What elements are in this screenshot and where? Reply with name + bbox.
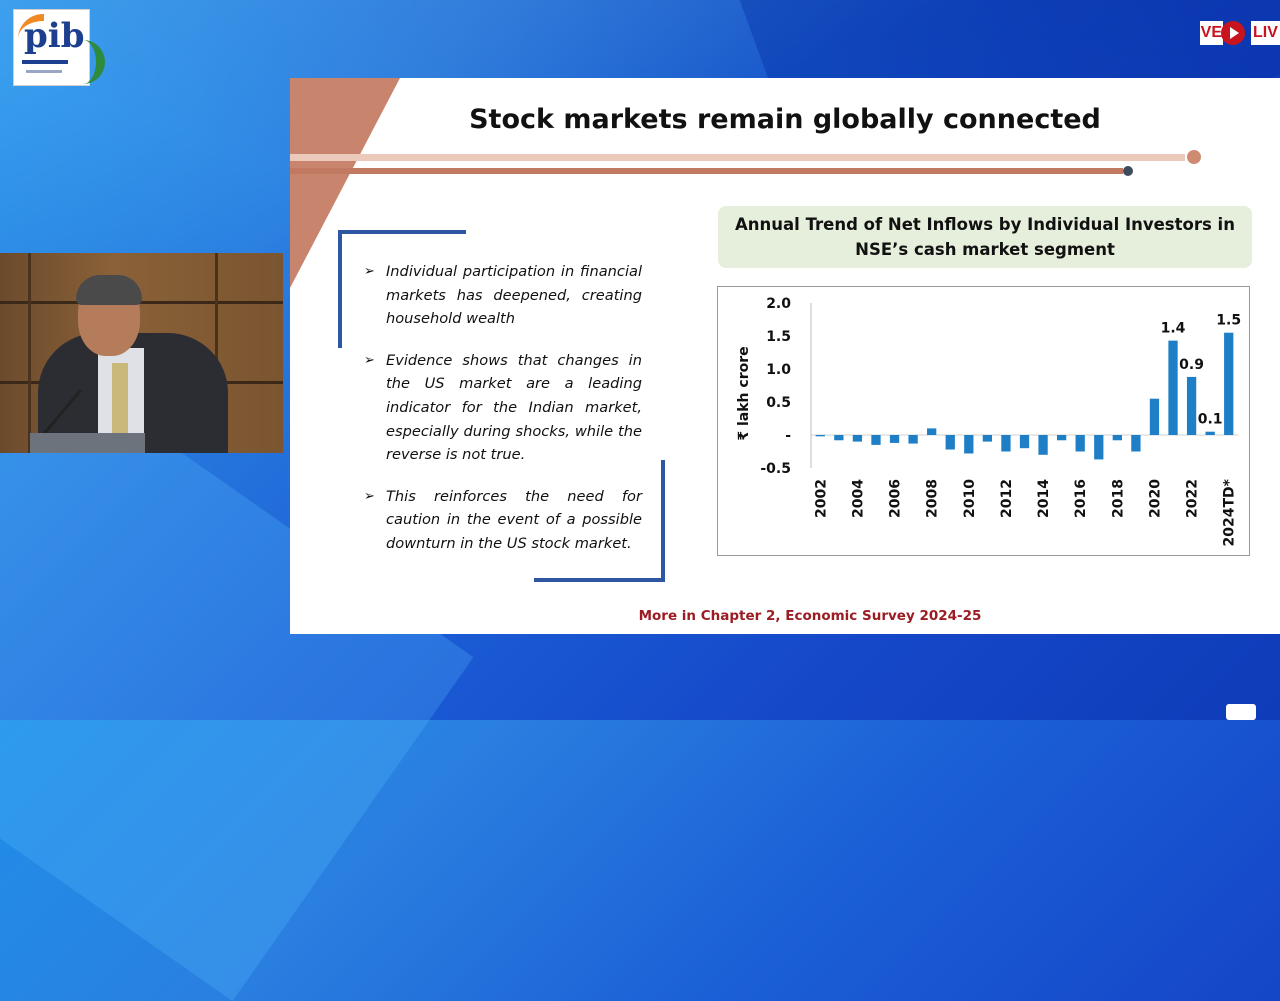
bracket-decoration	[338, 230, 466, 234]
logo-green-arc	[66, 40, 105, 84]
x-tick-label: 2006	[888, 479, 904, 518]
y-tick-label: -0.5	[760, 461, 791, 477]
x-tick-label: 2014	[1036, 479, 1052, 518]
x-tick-label: 2002	[813, 479, 829, 518]
bar	[927, 428, 937, 435]
presentation-slide: Stock markets remain globally connected …	[290, 78, 1280, 634]
slide-title: Stock markets remain globally connected	[469, 104, 1101, 135]
x-tick-label: 2022	[1185, 479, 1201, 518]
y-axis-label: ₹ lakh crore	[736, 346, 752, 440]
y-tick-label: 1.5	[766, 329, 791, 345]
speaker-video-feed	[0, 253, 283, 453]
bar	[1112, 435, 1122, 441]
bar	[1131, 435, 1141, 452]
bar	[908, 435, 918, 444]
arrow-bullet-icon: ➢	[364, 264, 375, 279]
bar	[1168, 340, 1178, 435]
bar	[871, 435, 881, 445]
wall-panel-line	[0, 301, 283, 304]
bar	[1038, 435, 1048, 455]
y-tick-label: 1.0	[766, 362, 791, 378]
live-badge: VE LIV	[1200, 21, 1280, 45]
wall-panel-line	[215, 253, 218, 453]
bar	[1224, 332, 1234, 435]
bar	[1056, 435, 1067, 441]
x-tick-label: 2008	[925, 479, 941, 518]
x-tick-label: 2004	[850, 479, 866, 518]
bar	[815, 435, 825, 437]
footer-reference: More in Chapter 2, Economic Survey 2024-…	[638, 608, 982, 624]
data-label: 1.5	[1216, 313, 1241, 329]
bar	[964, 435, 974, 454]
bullet-item: ➢ Evidence shows that changes in the US …	[362, 349, 642, 467]
bar	[1019, 435, 1030, 449]
bullet-list: ➢ Individual participation in financial …	[362, 260, 642, 574]
chart-canvas: 2.0 1.5 1.0 0.5 - -0.5 ₹ lakh crore 1.4 0.9 0.1 1.…	[736, 296, 1241, 546]
bar	[852, 435, 863, 442]
bar	[1075, 435, 1085, 452]
pib-watermark	[1226, 704, 1256, 720]
x-tick-label: 2024TD*	[1222, 478, 1238, 546]
arrow-bullet-icon: ➢	[364, 488, 375, 504]
speaker-hair	[76, 275, 142, 305]
bar	[889, 435, 900, 443]
bar	[834, 435, 844, 441]
bracket-decoration	[534, 578, 665, 582]
laptop	[30, 433, 145, 453]
bullet-item: ➢ This reinforces the need for caution i…	[362, 485, 642, 556]
bar	[1149, 398, 1160, 435]
bar	[1094, 435, 1104, 460]
chart-title-line: Annual Trend of Net Inflows by Individua…	[735, 215, 1235, 234]
bullet-text: This reinforces the need for caution in …	[386, 487, 642, 552]
logo-stripe	[26, 70, 62, 73]
y-tick-label: 0.5	[766, 395, 791, 411]
play-icon	[1221, 21, 1245, 45]
data-label: 0.9	[1179, 357, 1204, 373]
y-tick-label: -	[785, 428, 791, 444]
live-badge-left: VE	[1200, 21, 1223, 45]
bullet-text: Individual participation in financial ma…	[386, 263, 642, 328]
x-tick-label: 2018	[1110, 479, 1126, 518]
arrow-bullet-icon: ➢	[364, 352, 375, 368]
wall-panel-line	[28, 253, 31, 453]
bar	[1186, 376, 1197, 435]
bullet-text: Evidence shows that changes in the US ma…	[386, 351, 642, 464]
bar	[1205, 431, 1215, 435]
x-tick-label: 2016	[1073, 479, 1089, 518]
data-label: 1.4	[1161, 321, 1186, 337]
title-underline-dot	[1187, 150, 1201, 164]
title-underline-light	[290, 154, 1185, 161]
x-tick-label: 2012	[999, 479, 1015, 518]
bracket-decoration	[661, 460, 665, 582]
chart-title: Annual Trend of Net Inflows by Individua…	[718, 206, 1252, 268]
bar	[945, 435, 955, 450]
speaker-tie	[112, 363, 128, 443]
slide-corner-decoration	[290, 78, 400, 288]
bracket-decoration	[338, 230, 342, 348]
logo-saffron-arc	[18, 14, 44, 39]
x-tick-label: 2010	[962, 479, 978, 518]
title-underline-dot	[1123, 166, 1133, 176]
live-badge-right: LIV	[1251, 21, 1280, 45]
pib-logo: pib	[13, 9, 105, 86]
title-underline-dark	[290, 168, 1123, 174]
chart-title-line: NSE’s cash market segment	[855, 240, 1115, 259]
x-tick-label: 2020	[1147, 479, 1163, 518]
data-label: 0.1	[1198, 412, 1223, 428]
y-tick-label: 2.0	[766, 296, 791, 312]
bar	[1001, 435, 1011, 452]
bullet-item: ➢ Individual participation in financial …	[362, 260, 642, 331]
logo-stripe	[22, 60, 68, 64]
bar-chart: 2.0 1.5 1.0 0.5 - -0.5 ₹ lakh crore 1.4 0.9 0.1 1.…	[717, 286, 1250, 556]
bar	[982, 435, 993, 442]
